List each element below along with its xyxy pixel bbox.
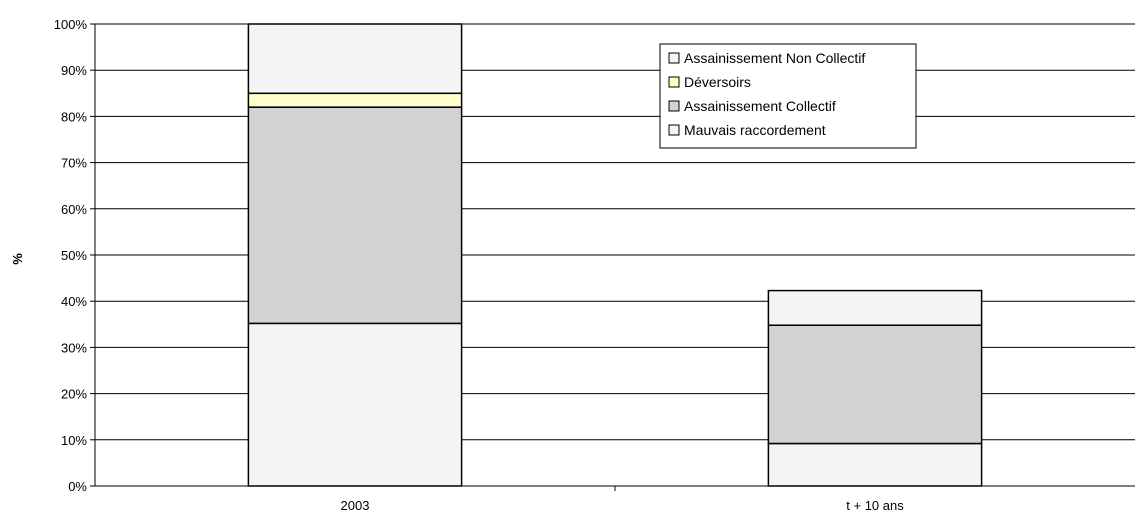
legend: Assainissement Non Collectif Déversoirs As…	[659, 43, 917, 149]
bar-segment	[247, 92, 463, 108]
y-tick-label: 40%	[61, 294, 87, 309]
y-tick-label: 10%	[61, 433, 87, 448]
bar-segment	[247, 23, 463, 95]
y-axis-title: %	[10, 253, 25, 265]
axes	[90, 23, 1135, 491]
y-tick-label: 70%	[61, 156, 87, 171]
y-tick-label: 0%	[68, 479, 87, 494]
legend-box	[659, 43, 917, 149]
y-tick-label: 60%	[61, 202, 87, 217]
x-tick-label: 2003	[341, 498, 370, 513]
y-tick-label: 90%	[61, 63, 87, 78]
bar-segment	[767, 442, 983, 487]
y-tick-label: 100%	[54, 17, 88, 32]
bar-segment	[247, 106, 463, 325]
y-tick-label: 20%	[61, 387, 87, 402]
bar-segment	[247, 322, 463, 487]
x-tick-labels: 2003 t + 10 ans	[341, 498, 905, 513]
legend-swatch	[668, 124, 680, 136]
bar-segment	[767, 289, 983, 326]
legend-entry: Assainissement Collectif	[684, 98, 836, 114]
legend-entry: Déversoirs	[684, 74, 751, 90]
legend-swatch	[668, 100, 680, 112]
y-tick-label: 80%	[61, 109, 87, 124]
bar-stacks	[247, 23, 983, 487]
legend-entry: Assainissement Non Collectif	[684, 50, 865, 66]
bar-segment	[767, 324, 983, 445]
legend-swatch	[668, 52, 680, 64]
y-tick-labels: 0% 10% 20% 30% 40% 50% 60% 70% 80% 90% 100%	[54, 17, 88, 494]
y-tick-label: 30%	[61, 340, 87, 355]
legend-swatch	[668, 76, 680, 88]
x-tick-label: t + 10 ans	[846, 498, 904, 513]
y-tick-label: 50%	[61, 248, 87, 263]
legend-entry: Mauvais raccordement	[684, 122, 826, 138]
